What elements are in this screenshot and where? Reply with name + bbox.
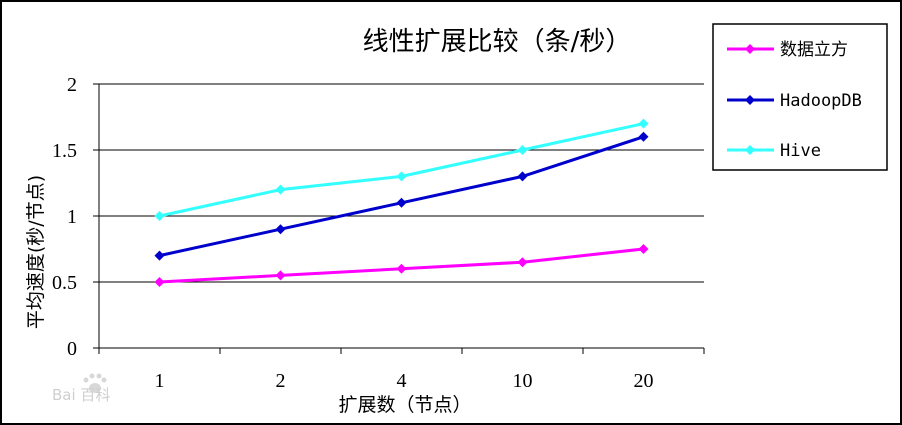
series-2	[154, 118, 649, 221]
data-point	[275, 184, 286, 195]
data-point	[638, 118, 649, 129]
data-point	[154, 211, 165, 221]
data-point	[154, 277, 165, 287]
x-tick-label: 10	[513, 370, 533, 392]
series-line	[159, 135, 644, 258]
data-point	[275, 224, 286, 235]
x-tick-label: 4	[397, 370, 407, 392]
watermark-text: Bai 百科	[52, 386, 110, 404]
y-axis-title: 平均速度(秒/节点)	[25, 175, 47, 329]
x-tick-labels: 1 2 4 10 20	[155, 370, 654, 392]
series-lines	[154, 118, 649, 287]
y-tick-label: 1.5	[52, 140, 77, 162]
paw-icon	[83, 373, 107, 393]
x-axis-title: 扩展数（节点）	[338, 394, 471, 416]
data-point	[517, 145, 528, 155]
legend-label: 数据立方	[780, 40, 848, 60]
x-tick-label: 1	[155, 370, 165, 392]
series-0	[154, 244, 649, 287]
data-point	[396, 263, 407, 274]
legend-marker	[745, 95, 755, 105]
y-tick-label: 1	[67, 206, 77, 228]
axes	[98, 84, 705, 354]
data-point	[517, 171, 528, 182]
data-point	[275, 270, 286, 281]
chart-title: 线性扩展比较（条/秒）	[363, 27, 632, 57]
watermark: Bai 百科	[52, 373, 110, 404]
legend-label: Hive	[780, 141, 821, 161]
y-tick-label: 0.5	[52, 272, 77, 294]
series-1	[154, 131, 649, 261]
legend-marker	[745, 145, 755, 155]
data-point	[638, 244, 649, 254]
data-point	[396, 171, 407, 182]
y-tick-labels: 0 0.5 1 1.5 2	[52, 74, 77, 360]
data-point	[154, 250, 165, 261]
y-tick-label: 2	[67, 74, 77, 96]
legend-marker	[745, 44, 755, 54]
data-point	[517, 257, 528, 268]
x-tick-label: 20	[634, 370, 654, 392]
data-point	[396, 197, 407, 208]
gridlines	[93, 83, 704, 349]
data-point	[638, 131, 649, 142]
x-tick-label: 2	[276, 370, 286, 392]
y-tick-label: 0	[67, 338, 77, 360]
legend: 数据立方 HadoopDB Hive	[712, 23, 888, 171]
legend-label: HadoopDB	[780, 91, 862, 111]
